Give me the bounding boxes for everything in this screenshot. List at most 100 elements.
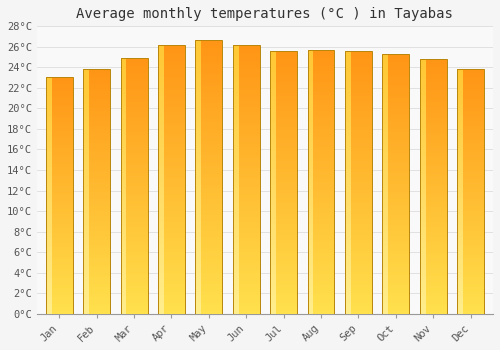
Bar [46, 98, 52, 100]
Bar [46, 259, 72, 261]
Bar [308, 52, 314, 55]
Bar [270, 188, 297, 190]
Bar [196, 229, 202, 231]
Bar [120, 191, 148, 194]
Bar [158, 56, 185, 58]
Bar [457, 160, 484, 162]
Bar [120, 170, 148, 173]
Bar [382, 199, 409, 202]
Bar [345, 135, 372, 138]
Bar [420, 263, 446, 265]
Bar [382, 246, 388, 249]
Bar [196, 70, 202, 72]
Bar [270, 101, 276, 104]
Bar [270, 188, 276, 190]
Bar [382, 124, 409, 127]
Bar [420, 133, 426, 135]
Bar [46, 205, 72, 207]
Bar [308, 253, 334, 255]
Bar [420, 293, 446, 296]
Bar [270, 287, 276, 290]
Bar [270, 256, 297, 259]
Bar [457, 280, 463, 282]
Bar [345, 167, 351, 169]
Bar [158, 206, 185, 209]
Bar [120, 150, 126, 153]
Bar [270, 88, 297, 90]
Bar [382, 277, 409, 280]
Bar [382, 202, 409, 205]
Bar [382, 181, 388, 184]
Bar [196, 218, 222, 220]
Bar [46, 112, 72, 114]
Bar [196, 100, 222, 103]
Bar [83, 84, 89, 86]
Bar [120, 196, 126, 199]
Bar [420, 286, 426, 288]
Bar [457, 223, 463, 226]
Bar [46, 290, 52, 292]
Bar [233, 85, 260, 88]
Bar [83, 167, 110, 169]
Bar [46, 238, 52, 240]
Bar [457, 272, 463, 275]
Bar [420, 72, 426, 75]
Bar [83, 304, 110, 306]
Bar [158, 166, 164, 168]
Bar [308, 79, 334, 82]
Bar [46, 245, 72, 247]
Bar [420, 146, 426, 148]
Bar [420, 243, 426, 245]
Bar [158, 276, 185, 279]
Bar [308, 63, 314, 66]
Bar [382, 158, 409, 160]
Bar [196, 215, 222, 218]
Bar [345, 72, 372, 75]
Bar [270, 75, 297, 77]
Bar [46, 200, 72, 202]
Bar [420, 107, 446, 110]
Bar [46, 110, 72, 112]
Bar [382, 270, 409, 272]
Bar [270, 298, 276, 301]
Bar [46, 254, 72, 257]
Bar [83, 164, 110, 167]
Bar [196, 111, 222, 114]
Bar [420, 260, 446, 263]
Bar [46, 136, 72, 138]
Bar [345, 138, 351, 140]
Bar [420, 268, 426, 271]
Bar [382, 189, 409, 192]
Bar [120, 270, 148, 273]
Bar [83, 233, 89, 236]
Bar [420, 87, 446, 90]
Bar [382, 121, 409, 124]
Bar [270, 193, 276, 195]
Bar [83, 292, 110, 294]
Bar [83, 209, 89, 211]
Bar [345, 69, 351, 72]
Bar [345, 164, 351, 167]
Bar [270, 243, 276, 245]
Bar [345, 151, 351, 153]
Bar [120, 283, 148, 286]
Bar [308, 58, 314, 61]
Bar [83, 228, 110, 231]
Bar [420, 174, 446, 176]
Bar [83, 216, 89, 218]
Bar [345, 75, 351, 77]
Bar [120, 194, 148, 196]
Bar [308, 55, 314, 58]
Bar [420, 62, 426, 64]
Bar [345, 159, 372, 161]
Bar [46, 181, 52, 183]
Bar [120, 311, 148, 314]
Bar [420, 123, 426, 125]
Bar [46, 91, 52, 93]
Bar [83, 89, 89, 91]
Bar [457, 196, 484, 199]
Bar [120, 137, 148, 140]
Bar [270, 72, 276, 75]
Bar [196, 196, 222, 198]
Bar [233, 193, 260, 195]
